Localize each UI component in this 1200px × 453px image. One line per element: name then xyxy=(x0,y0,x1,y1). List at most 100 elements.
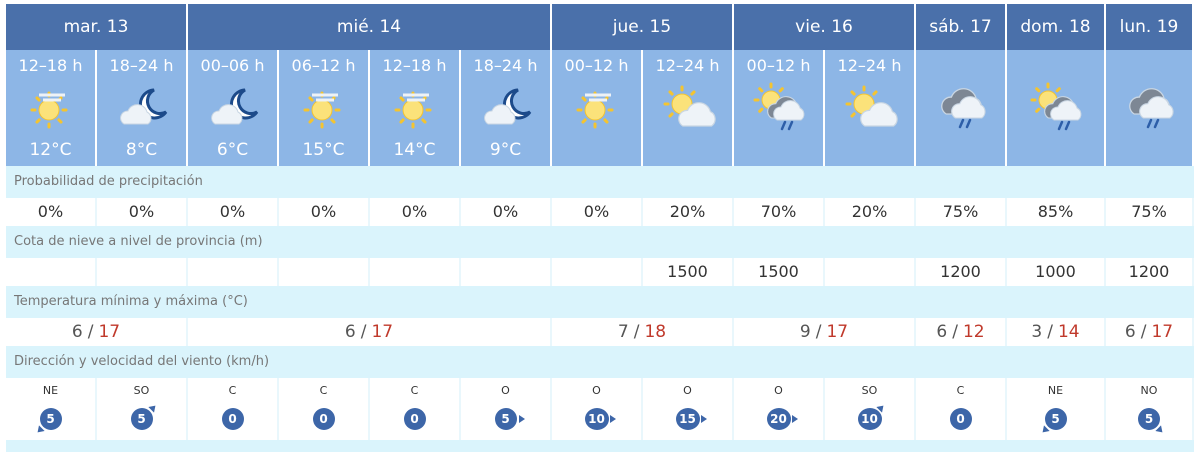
period-time: 12–24 h xyxy=(655,56,720,75)
precip-value: 0% xyxy=(461,198,552,226)
temp-minmax: 6/12 xyxy=(916,318,1007,346)
snow-value xyxy=(188,258,279,286)
wind-cell: O 20 xyxy=(734,378,825,440)
wind-speed-badge: 5 xyxy=(494,408,525,430)
wind-speed-badge: 5 xyxy=(34,408,62,436)
separator: / xyxy=(360,322,367,342)
period-temp: 6°C xyxy=(216,140,249,160)
min-temp: 7 xyxy=(617,322,629,342)
cloud-rain-icon xyxy=(1121,88,1177,136)
snow-value: 1500 xyxy=(643,258,734,286)
temp-minmax: 7/18 xyxy=(552,318,734,346)
period-time xyxy=(1106,56,1192,76)
sun-haze-icon xyxy=(569,91,625,136)
period-cell xyxy=(916,50,1007,166)
precip-value: 70% xyxy=(734,198,825,226)
precip-value: 0% xyxy=(188,198,279,226)
forecast-table: mar. 13 mié. 14 jue. 15 vie. 16 sáb. 17 dom. … xyxy=(6,4,1194,452)
max-temp: 12 xyxy=(962,322,985,342)
period-cell xyxy=(1106,50,1194,166)
wind-speed-badge: 5 xyxy=(130,402,158,430)
max-temp: 17 xyxy=(98,322,121,342)
sun-haze-icon xyxy=(387,91,443,136)
separator: / xyxy=(1140,322,1147,342)
wind-speed-badge: 0 xyxy=(949,408,972,430)
temp-minmax: 3/14 xyxy=(1007,318,1106,346)
precip-value: 0% xyxy=(97,198,188,226)
period-temp: 12°C xyxy=(29,140,72,160)
period-cell: 12–18 h 14°C xyxy=(370,50,461,166)
wind-speed: 5 xyxy=(1144,412,1154,426)
snow-value: 1200 xyxy=(1106,258,1194,286)
wind-cell: NO 5 xyxy=(1106,378,1194,440)
min-temp: 6 xyxy=(1124,322,1136,342)
period-cell: 12–18 h 12°C xyxy=(6,50,97,166)
moon-cloud-icon xyxy=(205,88,261,136)
sun-haze-icon xyxy=(23,91,79,136)
snow-value xyxy=(279,258,370,286)
wind-direction: SO xyxy=(133,384,150,397)
precip-label: Probabilidad de precipitación xyxy=(6,166,1194,198)
wind-speed-badge: 10 xyxy=(584,408,616,430)
wind-direction: C xyxy=(410,384,419,397)
max-temp: 14 xyxy=(1057,322,1080,342)
period-time xyxy=(916,56,1005,76)
wind-label: Dirección y velocidad del viento (km/h) xyxy=(6,346,1194,378)
period-cell: 00–12 h xyxy=(734,50,825,166)
period-cell: 06–12 h 15°C xyxy=(279,50,370,166)
temp-minmax: 6/17 xyxy=(1106,318,1194,346)
wind-speed: 0 xyxy=(410,412,419,426)
wind-row: NE 5 SO 5 C 0 C 0 C 0 O 5 O 10 O 15 O 20 SO 10 C 0 NE 5 NO 5 xyxy=(6,378,1194,440)
snow-value xyxy=(97,258,188,286)
wind-speed-badge: 0 xyxy=(403,408,426,430)
precip-value: 20% xyxy=(643,198,734,226)
period-time: 18–24 h xyxy=(109,56,174,75)
moon-cloud-icon xyxy=(478,88,534,136)
snow-value xyxy=(461,258,552,286)
day-header: vie. 16 xyxy=(734,4,916,50)
wind-direction: C xyxy=(228,384,237,397)
sun-cloud-icon xyxy=(660,85,716,136)
day-header: sáb. 17 xyxy=(916,4,1007,50)
day-header: mar. 13 xyxy=(6,4,188,50)
wind-speed-badge: 0 xyxy=(221,408,244,430)
wind-speed: 20 xyxy=(770,412,787,426)
cloud-rain-icon xyxy=(933,88,989,136)
wind-speed: 10 xyxy=(861,412,878,426)
period-time: 12–24 h xyxy=(837,56,902,75)
wind-direction: NE xyxy=(1047,384,1064,397)
snow-value: 1500 xyxy=(734,258,825,286)
period-temp: 15°C xyxy=(302,140,345,160)
min-temp: 6 xyxy=(936,322,948,342)
wind-speed: 0 xyxy=(956,412,965,426)
wind-speed-badge: 10 xyxy=(857,402,886,430)
period-cell: 00–06 h 6°C xyxy=(188,50,279,166)
max-temp: 17 xyxy=(371,322,394,342)
wind-direction: NE xyxy=(42,384,59,397)
precip-value: 85% xyxy=(1007,198,1106,226)
period-cell: 12–24 h xyxy=(825,50,916,166)
sun-cloud-rain-icon xyxy=(751,82,807,136)
wind-direction: NO xyxy=(1140,384,1158,397)
snow-value: 1000 xyxy=(1007,258,1106,286)
period-time: 00–12 h xyxy=(746,56,811,75)
snow-row: 1500 1500 1200 1000 1200 xyxy=(6,258,1194,286)
snow-value xyxy=(552,258,643,286)
wind-speed: 5 xyxy=(501,412,510,426)
sun-cloud-rain-icon xyxy=(1028,82,1084,136)
wind-cell: O 10 xyxy=(552,378,643,440)
snow-value xyxy=(6,258,97,286)
wind-speed: 0 xyxy=(319,412,328,426)
period-time: 06–12 h xyxy=(291,56,356,75)
period-cell: 00–12 h xyxy=(552,50,643,166)
min-temp: 6 xyxy=(344,322,356,342)
wind-cell: SO 10 xyxy=(825,378,916,440)
min-temp: 3 xyxy=(1031,322,1043,342)
snow-value xyxy=(825,258,916,286)
period-time: 00–12 h xyxy=(564,56,629,75)
precip-row: 0% 0% 0% 0% 0% 0% 0% 20% 70% 20% 75% 85% 75% xyxy=(6,198,1194,226)
wind-cell: SO 5 xyxy=(97,378,188,440)
